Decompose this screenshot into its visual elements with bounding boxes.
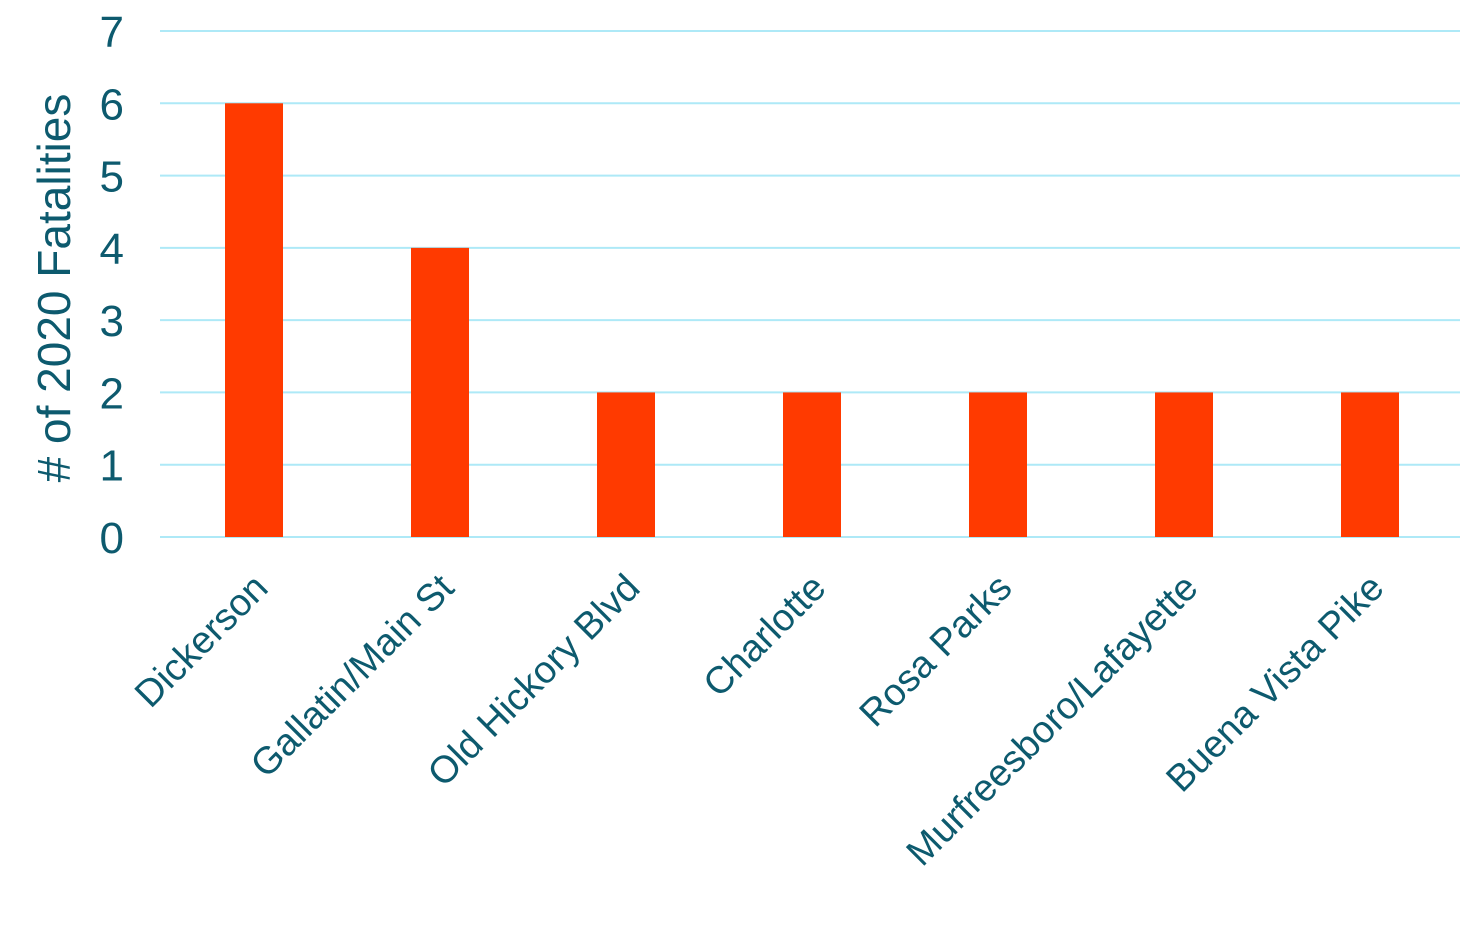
bar bbox=[783, 392, 841, 537]
bar bbox=[225, 103, 283, 538]
y-tick-label: 0 bbox=[100, 514, 124, 563]
y-tick-label: 6 bbox=[100, 80, 124, 129]
x-category-label: Charlotte bbox=[696, 567, 835, 706]
y-tick-label: 3 bbox=[100, 297, 124, 346]
y-axis-label: # of 2020 Fatalities bbox=[28, 94, 80, 483]
bar bbox=[1341, 392, 1399, 537]
y-tick-label: 4 bbox=[100, 225, 124, 274]
y-tick-label: 1 bbox=[100, 442, 124, 491]
y-tick-label: 2 bbox=[100, 369, 124, 418]
y-tick-label: 5 bbox=[100, 153, 124, 202]
bar bbox=[411, 247, 469, 537]
bars bbox=[225, 103, 1399, 538]
bar bbox=[1155, 392, 1213, 537]
y-tick-label: 7 bbox=[100, 8, 124, 57]
bar bbox=[969, 392, 1027, 537]
x-category-label: Dickerson bbox=[127, 567, 276, 716]
bar bbox=[597, 392, 655, 537]
x-category-label: Rosa Parks bbox=[852, 567, 1021, 736]
x-category-label: Gallatin/Main St bbox=[243, 566, 463, 786]
y-axis-tick-labels: 0 1 2 3 4 5 6 7 bbox=[100, 8, 124, 563]
